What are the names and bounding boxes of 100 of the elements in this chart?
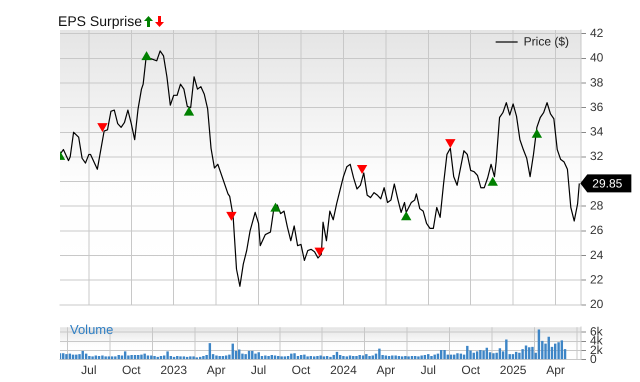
- bar: [492, 353, 495, 360]
- bar: [420, 355, 423, 360]
- bar: [241, 354, 244, 360]
- bar: [124, 351, 126, 360]
- bar: [479, 350, 482, 360]
- bar: [104, 356, 107, 360]
- bar: [466, 346, 469, 360]
- x-tick-label: Apr: [206, 363, 226, 378]
- bar: [521, 349, 524, 360]
- bar: [394, 355, 397, 360]
- bar: [186, 356, 188, 360]
- bar: [456, 353, 459, 360]
- bar: [404, 356, 407, 360]
- bar: [110, 356, 114, 360]
- annotation: 29.85: [592, 176, 623, 191]
- bar: [62, 353, 64, 360]
- bar: [322, 356, 326, 360]
- bar: [277, 356, 280, 360]
- x-tick-label: Jul: [250, 363, 266, 378]
- bar: [260, 356, 264, 360]
- bar: [300, 355, 302, 360]
- bar: [557, 342, 560, 360]
- bar: [554, 344, 556, 360]
- bar: [372, 355, 374, 360]
- bar: [222, 356, 224, 360]
- bar: [94, 355, 98, 360]
- bar: [264, 355, 267, 360]
- bar: [290, 354, 293, 360]
- bar: [342, 356, 345, 360]
- x-tick-label: Oct: [292, 363, 311, 378]
- bar: [280, 356, 283, 360]
- bar: [156, 356, 159, 360]
- bar: [286, 356, 290, 360]
- bar: [417, 356, 420, 360]
- bar: [414, 356, 416, 360]
- bar: [306, 356, 309, 360]
- bar: [192, 356, 195, 360]
- bar: [436, 354, 440, 360]
- bar: [358, 355, 361, 360]
- x-tick-label: Oct: [122, 363, 142, 378]
- bar: [338, 355, 342, 360]
- bar: [68, 354, 72, 360]
- bar: [518, 352, 521, 360]
- bar: [310, 356, 312, 360]
- bar: [303, 354, 306, 360]
- bar: [114, 356, 117, 360]
- chart-title: Volume: [70, 322, 114, 337]
- bar: [316, 356, 319, 360]
- y-tick-label: 42: [590, 26, 604, 40]
- bar: [143, 354, 146, 360]
- bar: [284, 356, 286, 360]
- bar: [560, 340, 564, 360]
- bar: [365, 354, 368, 360]
- bar: [101, 355, 104, 360]
- bar: [407, 356, 410, 360]
- bar: [84, 354, 88, 360]
- bar: [352, 356, 354, 360]
- bar: [443, 350, 446, 360]
- bar: [162, 355, 166, 360]
- bar: [326, 356, 328, 360]
- bar: [319, 355, 322, 360]
- bar: [146, 355, 150, 360]
- bar: [528, 347, 530, 360]
- x-tick-label: Jul: [81, 363, 97, 378]
- bar: [453, 354, 456, 360]
- y-tick-label: 26: [590, 223, 604, 238]
- bar: [72, 354, 74, 360]
- bar: [88, 356, 91, 360]
- bar: [251, 350, 254, 360]
- bar: [368, 356, 371, 360]
- bar: [486, 348, 488, 360]
- bar: [472, 352, 475, 360]
- y-tick-label: 38: [590, 75, 604, 90]
- bar: [218, 356, 221, 360]
- bar: [170, 356, 172, 360]
- bar: [176, 356, 178, 360]
- bar: [362, 355, 364, 360]
- bar: [244, 354, 247, 360]
- bar: [548, 336, 550, 360]
- bar: [391, 355, 394, 360]
- bar: [202, 356, 205, 360]
- bar: [498, 348, 502, 360]
- bar: [538, 329, 540, 360]
- bar: [166, 351, 169, 360]
- x-tick-label: 2025: [500, 363, 527, 378]
- bar: [378, 348, 381, 360]
- bar: [208, 343, 212, 360]
- bar: [512, 354, 514, 360]
- bar: [398, 356, 400, 360]
- bar: [75, 354, 78, 360]
- y-tick-label: 36: [590, 100, 604, 114]
- bar: [427, 354, 430, 360]
- bar: [130, 355, 133, 360]
- bar: [120, 355, 124, 360]
- bar: [296, 356, 300, 360]
- x-tick-label: 2024: [330, 363, 358, 378]
- bar: [258, 352, 260, 360]
- bar: [460, 354, 462, 360]
- bar: [270, 355, 274, 360]
- bar: [424, 355, 426, 360]
